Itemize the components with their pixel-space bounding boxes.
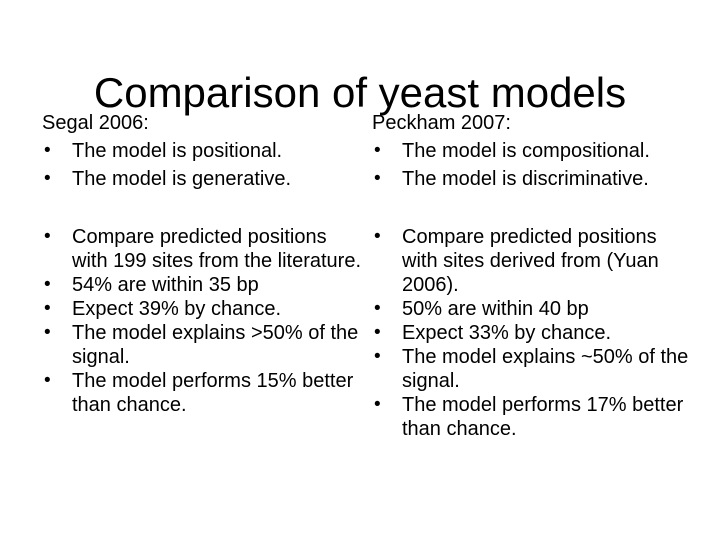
- bullet-item: • The model is generative.: [42, 167, 362, 191]
- bullet-text: The model is positional.: [72, 140, 283, 162]
- results-bullet-list: • Compare predicted positions with 199 s…: [42, 225, 362, 417]
- bullet-glyph: •: [374, 322, 381, 343]
- bullet-item: • The model explains ~50% of the signal.: [372, 345, 692, 393]
- bullet-text: The model is discriminative.: [402, 168, 649, 190]
- bullet-glyph: •: [44, 168, 51, 189]
- bullet-glyph: •: [374, 394, 381, 415]
- bullet-glyph: •: [374, 226, 381, 247]
- bullet-item: • Compare predicted positions with sites…: [372, 225, 692, 297]
- bullet-glyph: •: [374, 298, 381, 319]
- column-heading: Segal 2006:: [42, 112, 149, 134]
- bullet-glyph: •: [44, 322, 51, 343]
- bullet-item: • The model is discriminative.: [372, 167, 692, 191]
- intro-bullet-list: • The model is positional. • The model i…: [42, 139, 362, 191]
- bullet-glyph: •: [374, 140, 381, 161]
- bullet-glyph: •: [44, 140, 51, 161]
- bullet-item: • 50% are within 40 bp: [372, 297, 692, 321]
- bullet-item: • The model performs 17% better than cha…: [372, 393, 692, 441]
- column-heading: Peckham 2007:: [372, 112, 511, 134]
- bullet-glyph: •: [44, 226, 51, 247]
- column-peckham: Peckham 2007: • The model is composition…: [372, 111, 692, 441]
- column-segal: Segal 2006: • The model is positional. •…: [42, 111, 362, 441]
- bullet-glyph: •: [374, 346, 381, 367]
- bullet-item: • The model performs 15% better than cha…: [42, 369, 362, 417]
- bullet-item: • Expect 39% by chance.: [42, 297, 362, 321]
- bullet-glyph: •: [44, 274, 51, 295]
- bullet-text: Compare predicted positions with 199 sit…: [72, 226, 362, 272]
- bullet-text: 50% are within 40 bp: [402, 298, 589, 320]
- bullet-text: The model performs 15% better than chanc…: [72, 370, 354, 416]
- bullet-item: • The model explains >50% of the signal.: [42, 321, 362, 369]
- block-gap: [42, 195, 362, 225]
- bullet-item: • The model is positional.: [42, 139, 362, 163]
- bullet-text: The model explains ~50% of the signal.: [402, 346, 689, 392]
- bullet-text: The model explains >50% of the signal.: [72, 322, 359, 368]
- bullet-item: • Compare predicted positions with 199 s…: [42, 225, 362, 273]
- bullet-text: The model performs 17% better than chanc…: [402, 394, 684, 440]
- bullet-glyph: •: [374, 168, 381, 189]
- bullet-text: 54% are within 35 bp: [72, 274, 259, 296]
- results-bullet-list: • Compare predicted positions with sites…: [372, 225, 692, 441]
- bullet-item: • The model is compositional.: [372, 139, 692, 163]
- bullet-text: The model is generative.: [72, 168, 292, 190]
- bullet-text: Expect 33% by chance.: [402, 322, 612, 344]
- bullet-item: • 54% are within 35 bp: [42, 273, 362, 297]
- intro-bullet-list: • The model is compositional. • The mode…: [372, 139, 692, 191]
- bullet-text: The model is compositional.: [402, 140, 650, 162]
- block-gap: [372, 195, 692, 225]
- slide-title: Comparison of yeast models: [93, 69, 627, 117]
- bullet-glyph: •: [44, 370, 51, 391]
- bullet-text: Compare predicted positions with sites d…: [402, 226, 659, 296]
- bullet-item: • Expect 33% by chance.: [372, 321, 692, 345]
- bullet-glyph: •: [44, 298, 51, 319]
- comparison-columns: Segal 2006: • The model is positional. •…: [42, 111, 692, 441]
- bullet-text: Expect 39% by chance.: [72, 298, 282, 320]
